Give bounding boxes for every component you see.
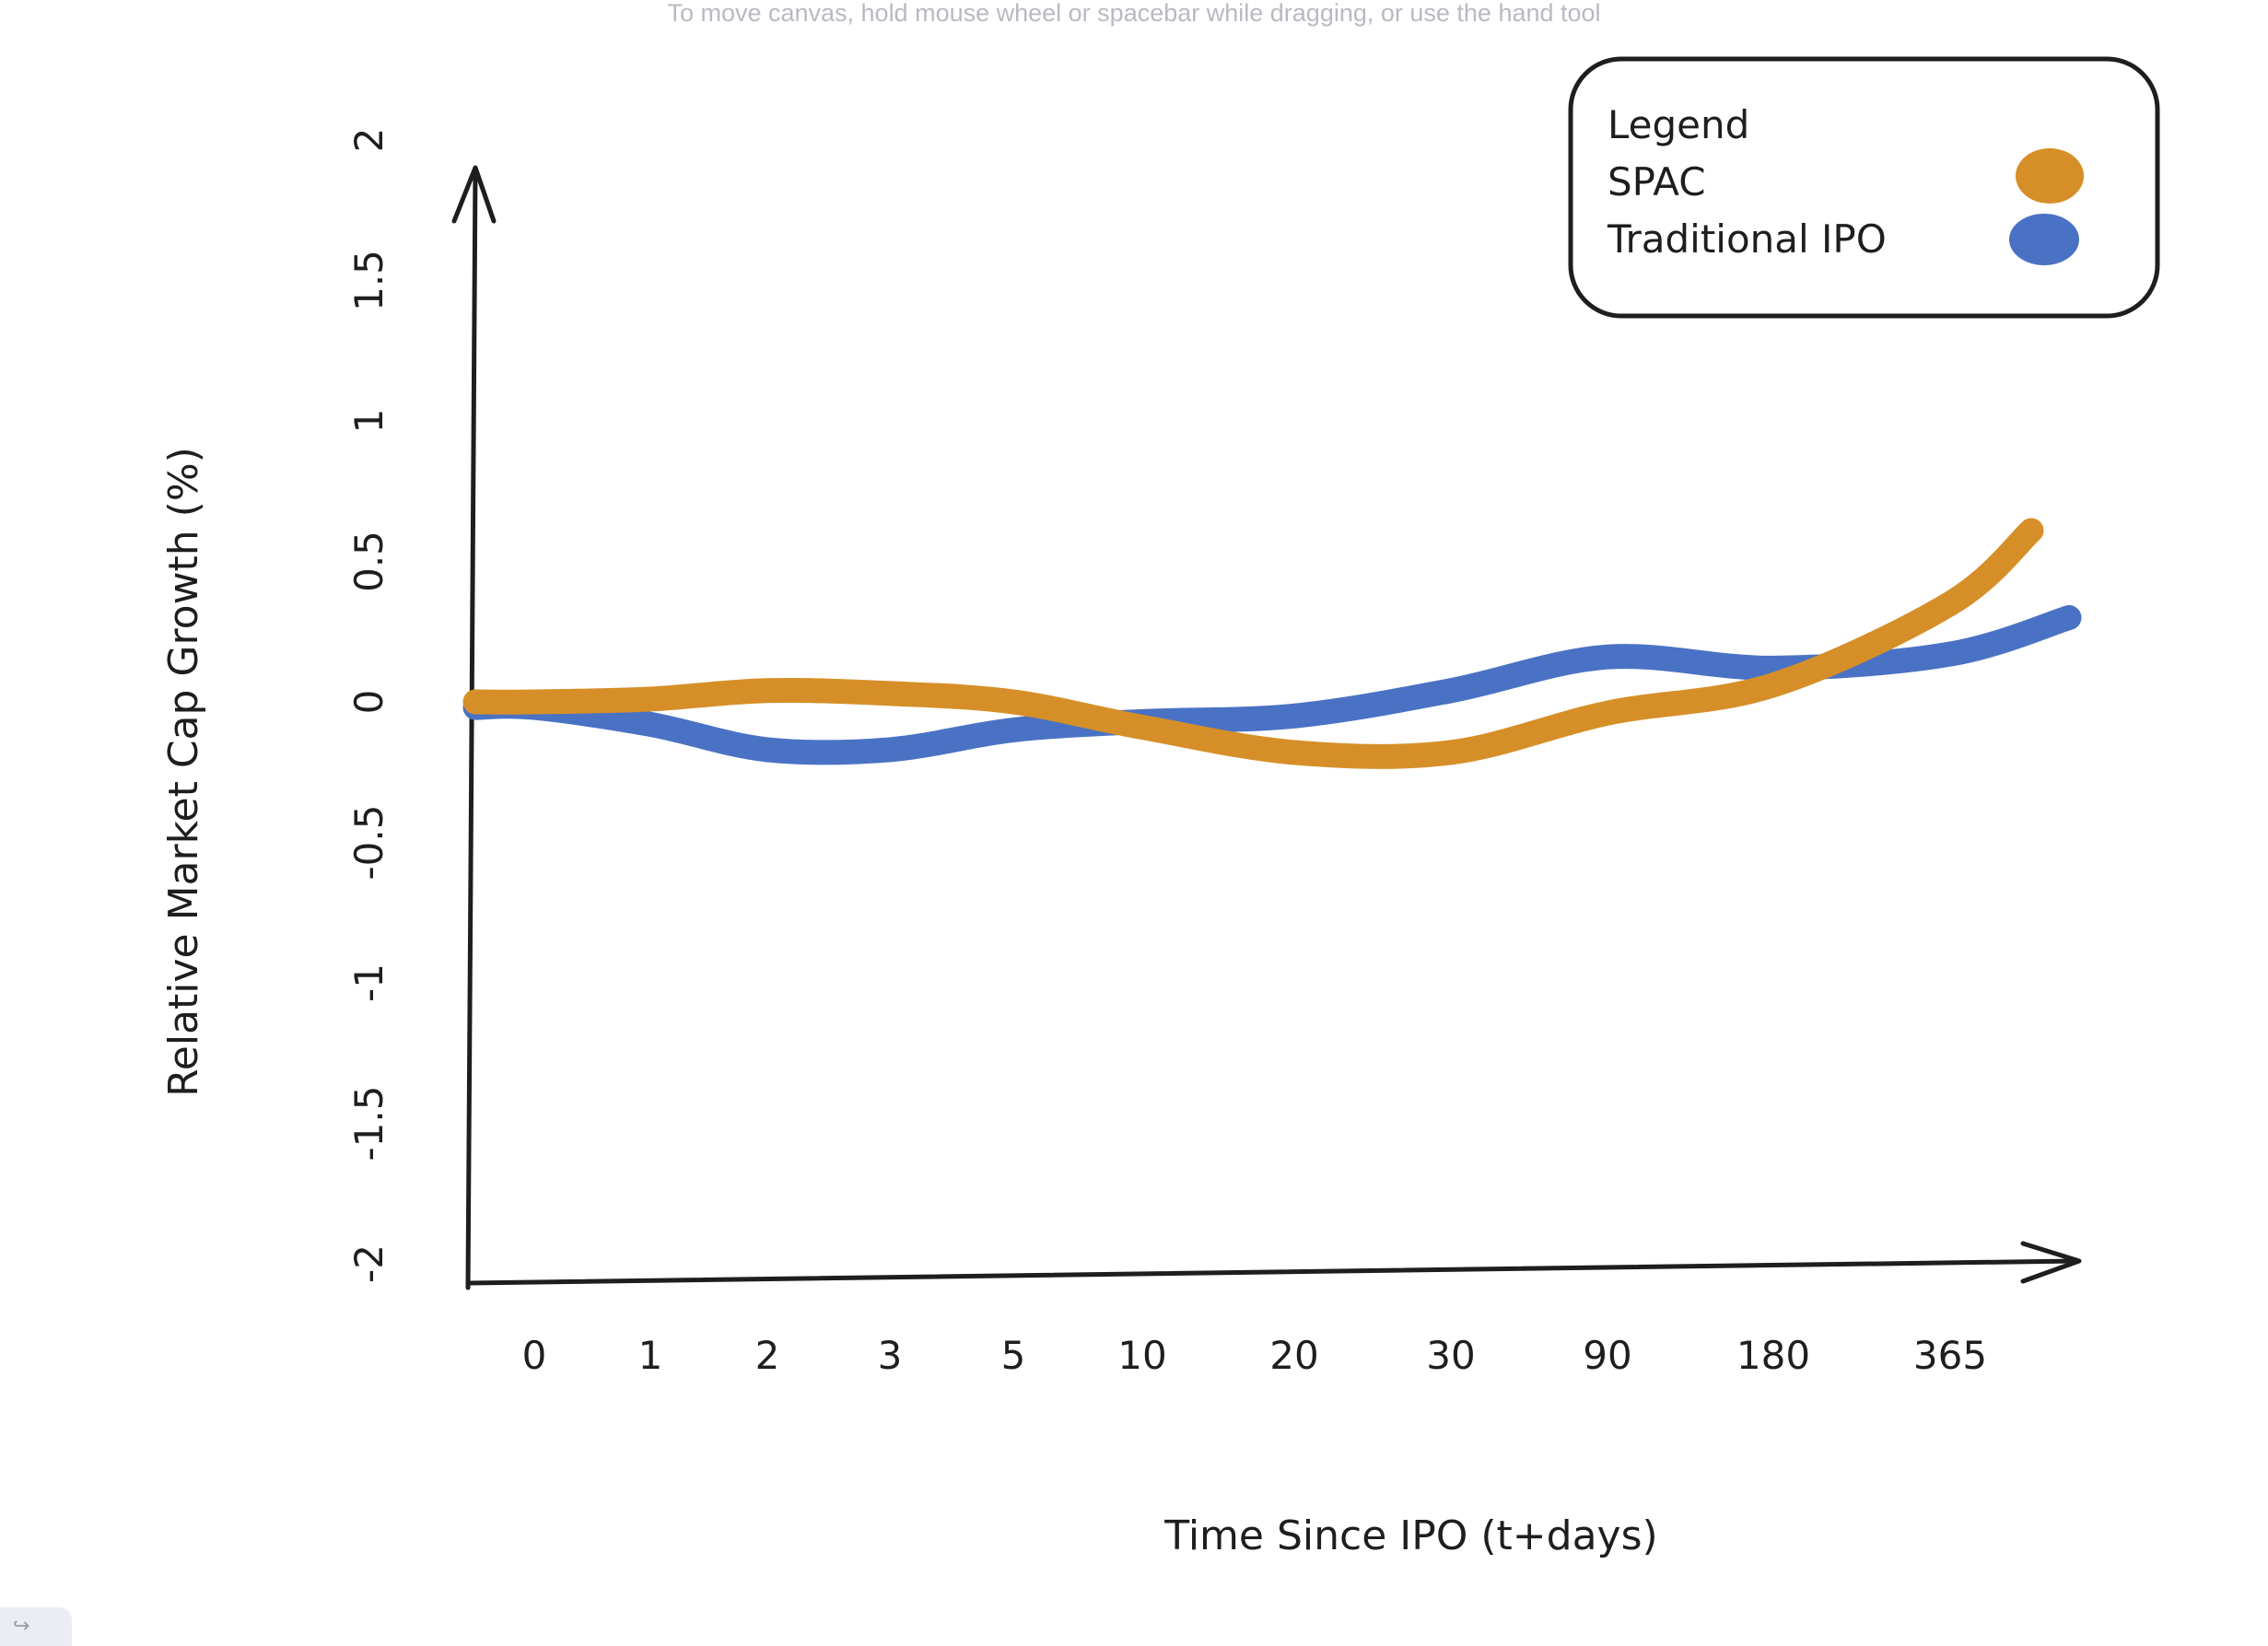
x-tick-label: 0 <box>522 1333 547 1378</box>
x-tick-label: 1 <box>638 1333 663 1378</box>
y-tick-label: 1.5 <box>346 250 392 311</box>
y-axis-label: Relative Market Cap Growth (%) <box>160 447 207 1097</box>
legend-title: Legend <box>1607 102 1749 147</box>
x-axis-arrowhead <box>2020 1241 2082 1284</box>
x-tick-label: 180 <box>1736 1333 1810 1378</box>
y-tick-labels: -2 -1.5 -1 -0.5 0 0.5 1 1.5 2 <box>346 128 392 1283</box>
y-tick-label: -1 <box>346 963 392 1002</box>
y-tick-label: -2 <box>346 1244 392 1283</box>
legend-box <box>1568 56 2160 319</box>
series-line-spac <box>462 518 2044 769</box>
series-line-traditional-ipo <box>462 605 2082 765</box>
x-tick-label: 2 <box>755 1333 780 1378</box>
x-tick-label: 90 <box>1583 1333 1631 1378</box>
canvas-hint: To move canvas, hold mouse wheel or spac… <box>667 0 1601 27</box>
x-tick-label: 365 <box>1913 1333 1987 1378</box>
x-tick-label: 30 <box>1426 1333 1475 1378</box>
x-tick-label: 10 <box>1117 1333 1166 1378</box>
y-tick-label: 0.5 <box>346 531 392 592</box>
y-tick-label: 2 <box>346 128 392 153</box>
legend: Legend SPAC Traditional IPO <box>1568 56 2160 319</box>
legend-label-traditional-ipo: Traditional IPO <box>1607 216 1887 262</box>
y-tick-label: -1.5 <box>346 1086 392 1162</box>
y-tick-label: -0.5 <box>346 805 392 881</box>
y-axis-line <box>465 167 478 1290</box>
y-axis-arrowhead <box>451 165 497 224</box>
series-lines <box>462 518 2082 769</box>
x-tick-label: 3 <box>878 1333 903 1378</box>
redo-arrow-icon[interactable]: ↪ <box>0 1607 72 1646</box>
x-axis-label: Time Since IPO (t+days) <box>1163 1512 1657 1559</box>
legend-swatch-spac <box>2016 148 2084 204</box>
x-axis-line <box>465 1258 2080 1286</box>
x-tick-label: 20 <box>1269 1333 1318 1378</box>
legend-swatch-traditional-ipo <box>2009 214 2079 265</box>
x-tick-label: 5 <box>1001 1333 1026 1378</box>
legend-label-spac: SPAC <box>1607 159 1706 204</box>
x-tick-labels: 0 1 2 3 5 10 20 30 90 180 365 <box>522 1333 1987 1378</box>
y-tick-label: 0 <box>346 690 392 715</box>
y-tick-label: 1 <box>346 409 392 434</box>
